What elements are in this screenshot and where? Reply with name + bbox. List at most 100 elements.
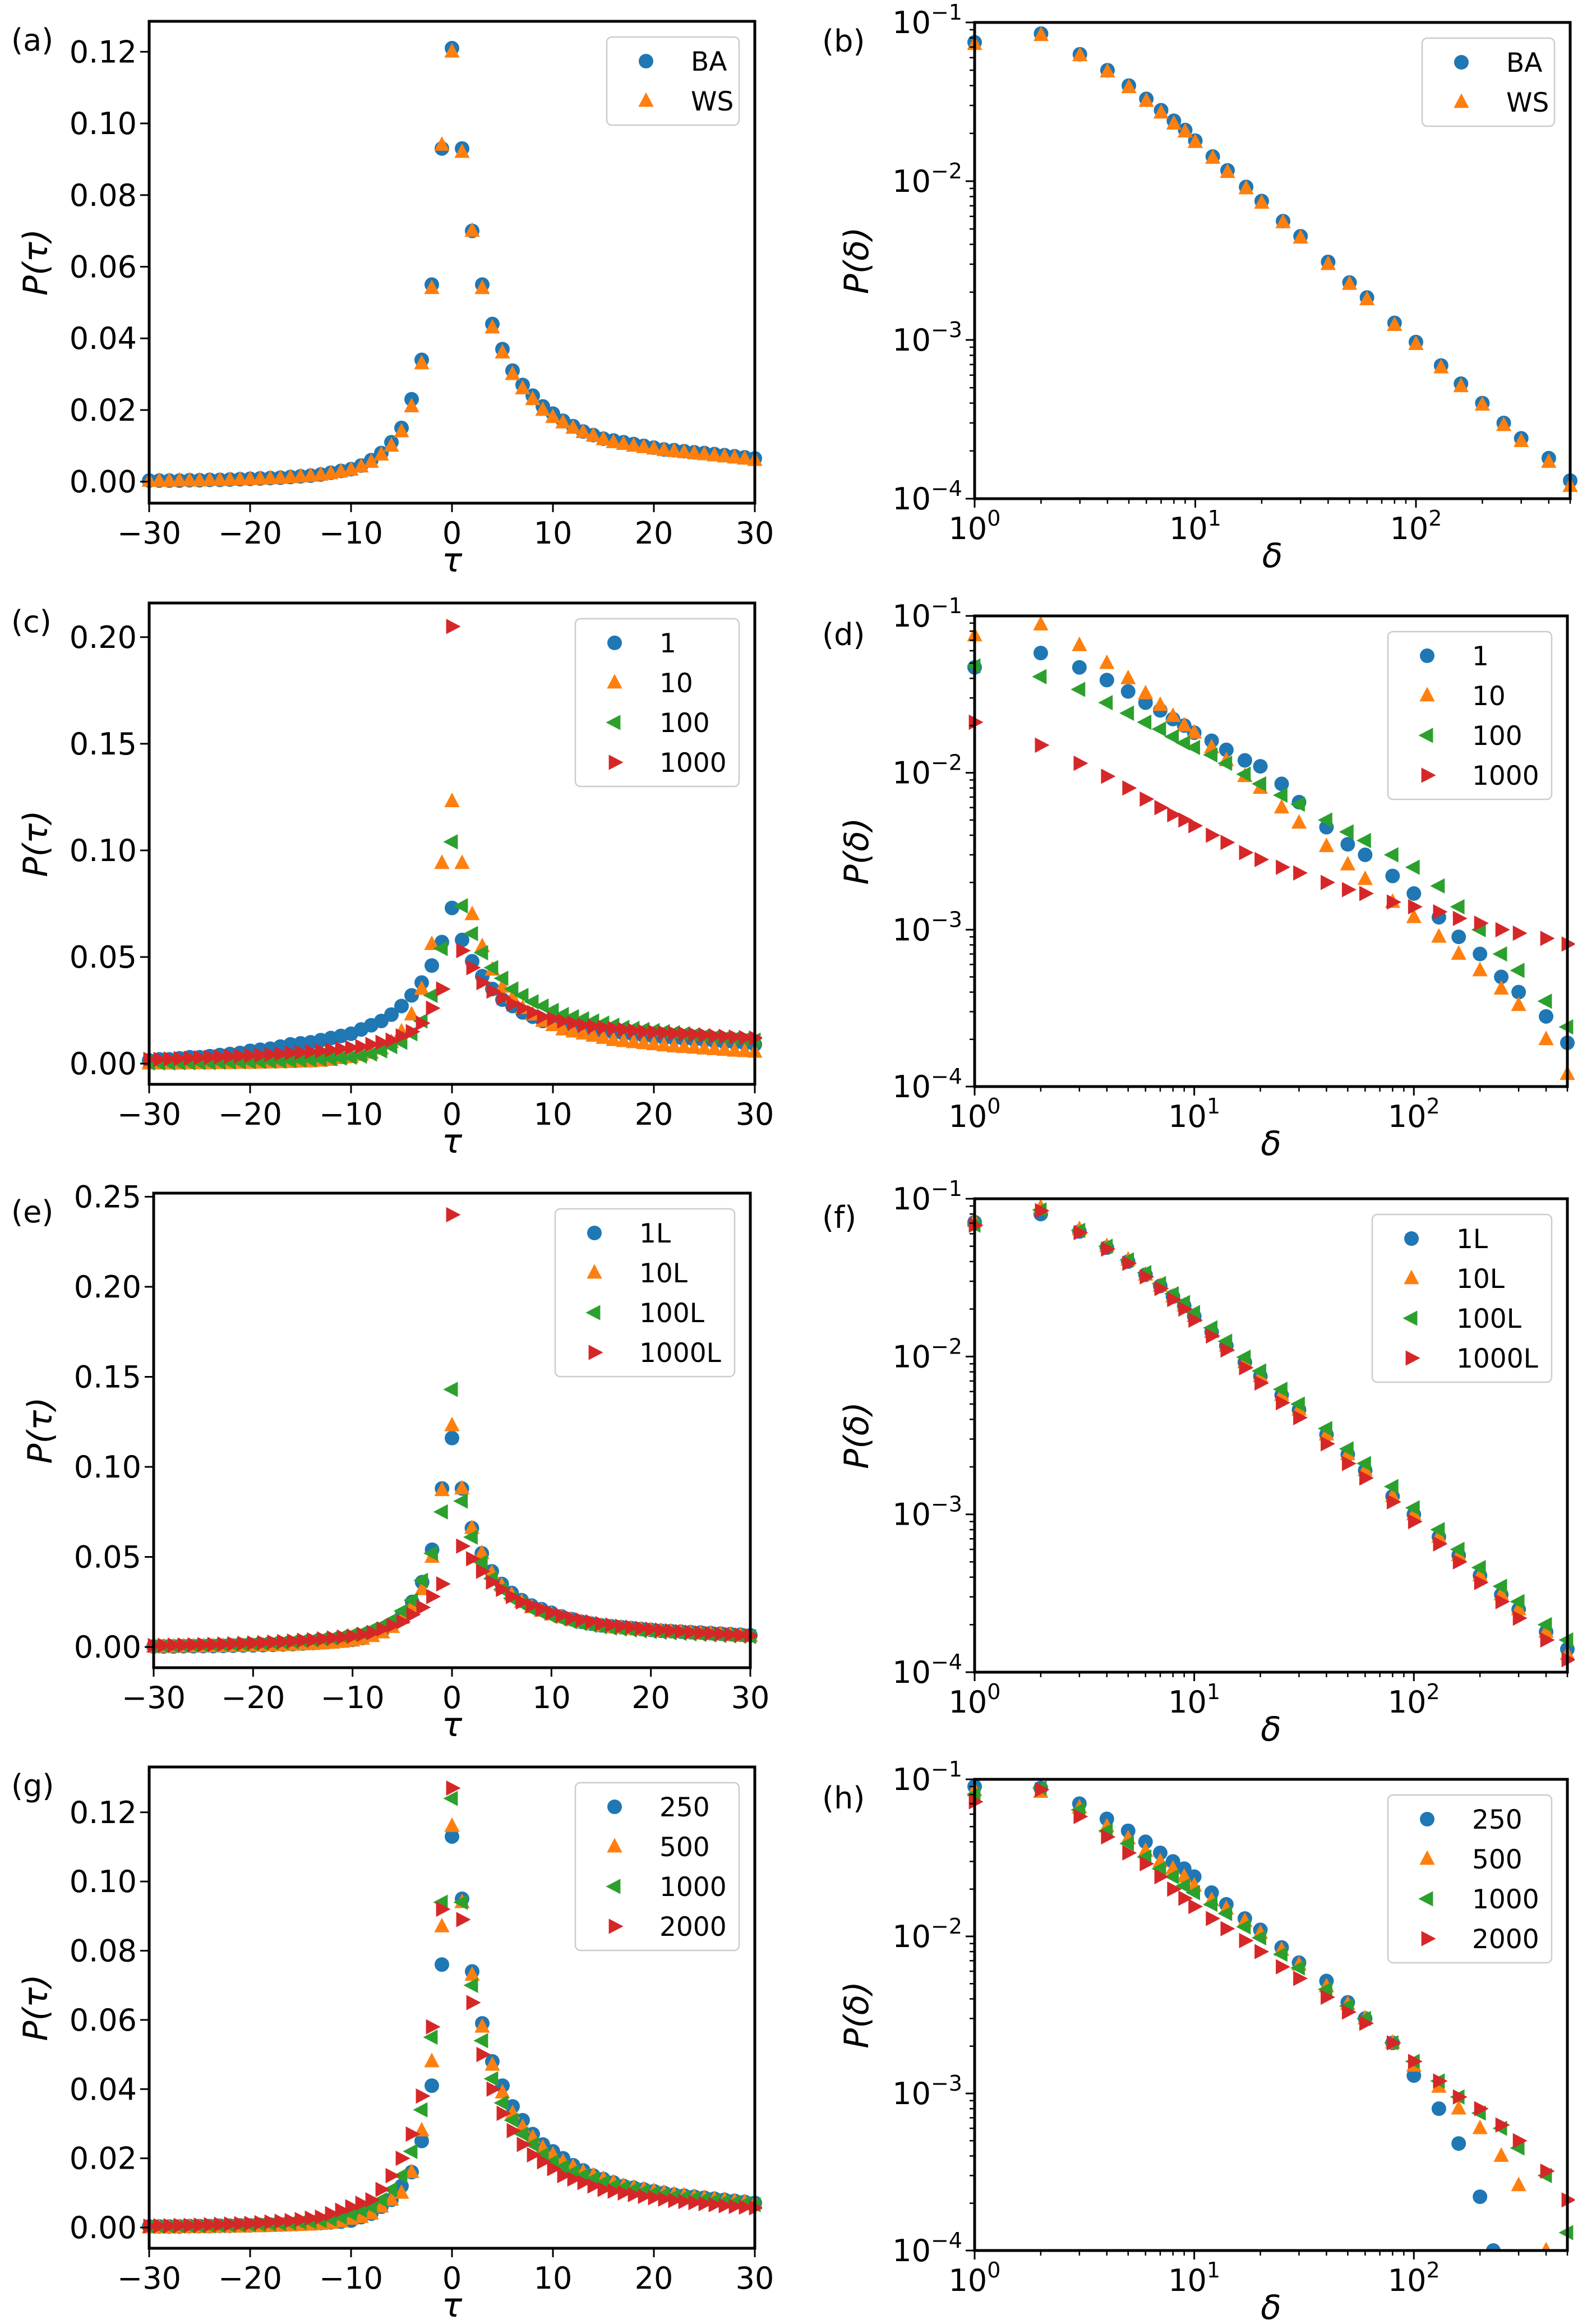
axes-frame <box>973 21 1572 500</box>
data-point <box>597 2182 612 2197</box>
data-point <box>445 1829 459 1844</box>
data-point <box>675 1623 690 1640</box>
x-tick-label: −30 <box>117 1097 181 1132</box>
data-point <box>585 1027 601 1042</box>
data-point <box>1293 1410 1308 1425</box>
data-point <box>436 1901 451 1917</box>
tick-exponent: −2 <box>931 159 962 183</box>
data-point <box>516 2137 532 2152</box>
tick-base: 10 <box>1168 2263 1207 2298</box>
data-point <box>1383 847 1399 863</box>
data-point <box>739 2199 754 2215</box>
data-point <box>567 1015 582 1031</box>
data-point <box>1430 878 1445 894</box>
data-point <box>426 1589 441 1604</box>
legend-marker <box>606 1879 621 1894</box>
data-point <box>453 1894 468 1910</box>
data-point <box>527 2147 542 2163</box>
data-point <box>435 1957 449 1972</box>
data-point <box>483 960 499 975</box>
data-point <box>714 1626 730 1642</box>
data-point <box>1071 682 1086 697</box>
data-point <box>284 1045 299 1061</box>
tick-exponent: 2 <box>1427 1679 1440 1704</box>
panel-label: (h) <box>822 1780 865 1816</box>
x-axis-label: τ <box>442 2286 463 2324</box>
data-point <box>476 1563 491 1579</box>
legend-marker <box>1420 1812 1434 1826</box>
data-point <box>443 834 458 850</box>
data-point <box>352 1048 367 1064</box>
data-point <box>1386 894 1401 910</box>
data-point <box>395 2150 410 2166</box>
data-point <box>545 1016 561 1032</box>
y-axis-label: P(δ) <box>837 1402 876 1469</box>
data-point <box>362 1046 377 1062</box>
data-point <box>183 1050 199 1066</box>
legend-entry: 1000 <box>1421 761 1539 791</box>
data-point <box>283 468 298 484</box>
data-point <box>585 427 601 442</box>
legend-label: 1 <box>659 628 676 659</box>
y-tick-label: 0.00 <box>74 1630 141 1665</box>
data-point <box>325 1042 340 1058</box>
tick-exponent: −2 <box>931 1914 962 1939</box>
data-point <box>173 2217 188 2233</box>
data-point <box>404 1006 419 1021</box>
data-point <box>1033 616 1049 631</box>
data-point <box>1236 1349 1251 1365</box>
legend-marker <box>1418 1891 1433 1907</box>
data-point <box>646 1036 662 1051</box>
data-point <box>718 2198 733 2213</box>
data-point <box>335 1041 350 1057</box>
data-point <box>163 1051 178 1067</box>
data-point <box>547 2161 562 2176</box>
legend: 1 10 100 1000 <box>574 618 740 788</box>
data-point <box>557 2167 572 2184</box>
data-points <box>967 1779 1575 2251</box>
axes-frame <box>973 1778 1569 2252</box>
x-tick-label: 101 <box>1168 1679 1220 1720</box>
data-point <box>424 935 440 950</box>
tick-base: 10 <box>1168 1099 1207 1134</box>
x-axis-label: τ <box>442 541 463 580</box>
x-tick-label: −20 <box>218 516 282 551</box>
legend-entry: BA <box>1454 48 1542 79</box>
tick-exponent: 2 <box>1427 2258 1440 2282</box>
x-tick-label: 0 <box>442 1097 462 1132</box>
y-tick-label: 10−3 <box>892 317 962 358</box>
data-point <box>1276 1395 1291 1411</box>
legend-label: 1 <box>1472 641 1489 672</box>
subplot-d: 100 101 10210−410−310−210−1δP(δ)(d)1101001… <box>822 593 1575 1163</box>
data-point <box>1120 669 1136 684</box>
tick-base: 10 <box>892 2076 931 2111</box>
data-point <box>1317 812 1332 828</box>
tick-base: 10 <box>892 1181 931 1217</box>
data-point <box>234 2216 249 2231</box>
data-point <box>728 2198 744 2215</box>
data-point <box>446 1780 461 1796</box>
data-point <box>515 1594 530 1610</box>
legend-label: 10L <box>1456 1264 1505 1295</box>
data-point <box>222 471 238 486</box>
legend-marker <box>588 1345 603 1360</box>
data-point <box>1452 1554 1468 1570</box>
data-point <box>1359 886 1374 901</box>
x-axis-label: δ <box>1261 2288 1281 2324</box>
data-point <box>1121 79 1137 94</box>
data-point <box>474 1544 490 1559</box>
data-point <box>506 1589 520 1604</box>
data-point <box>1236 766 1251 782</box>
legend-label: 1000 <box>1472 1884 1539 1915</box>
data-point <box>655 1622 670 1638</box>
data-point <box>1272 1946 1288 1962</box>
tick-exponent: 2 <box>1427 1094 1440 1119</box>
data-point <box>1537 1617 1552 1632</box>
legend-label: 250 <box>659 1792 710 1823</box>
data-point <box>464 1519 480 1534</box>
data-point <box>454 854 470 869</box>
x-tick-label: 102 <box>1388 1679 1440 1720</box>
data-point <box>305 2210 320 2226</box>
legend-label: 100L <box>639 1298 704 1329</box>
